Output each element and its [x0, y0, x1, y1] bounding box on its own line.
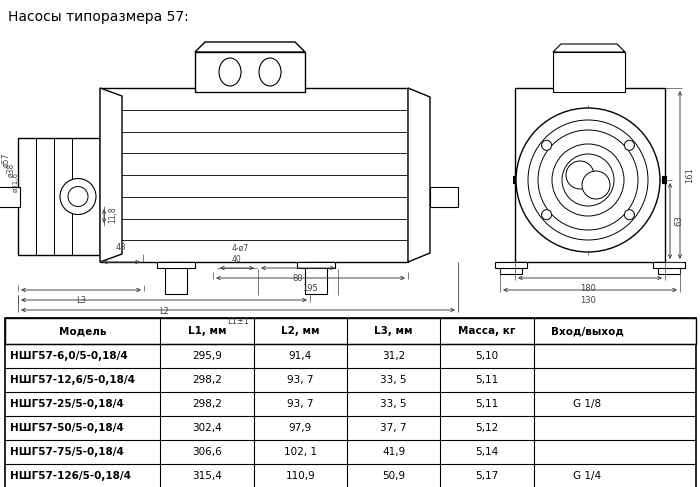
Text: 11,8: 11,8 [108, 206, 117, 224]
Text: 80: 80 [293, 274, 303, 283]
Bar [297, 262, 335, 268]
Text: L3, мм: L3, мм [374, 326, 413, 336]
Text: 41,9: 41,9 [382, 447, 405, 457]
Text: НШГ57-75/5-0,18/4: НШГ57-75/5-0,18/4 [10, 447, 124, 457]
Bar [5, 318, 696, 487]
Circle shape [582, 171, 610, 199]
Text: НШГ57-126/5-0,18/4: НШГ57-126/5-0,18/4 [10, 471, 131, 481]
Circle shape [562, 154, 614, 206]
Text: 50,9: 50,9 [382, 471, 405, 481]
Text: Насосы типоразмера 57:: Насосы типоразмера 57: [8, 10, 189, 24]
Text: 5,12: 5,12 [475, 423, 498, 433]
Bar [0, 187, 20, 206]
Text: 102, 1: 102, 1 [284, 447, 317, 457]
Circle shape [624, 210, 634, 220]
Text: L2: L2 [159, 307, 169, 316]
Circle shape [580, 172, 596, 188]
Text: 110,9: 110,9 [286, 471, 315, 481]
Text: G 1/8: G 1/8 [573, 399, 601, 409]
Bar [157, 262, 195, 268]
Text: 302,4: 302,4 [193, 423, 222, 433]
Ellipse shape [219, 58, 241, 86]
Circle shape [566, 161, 594, 189]
Text: 161: 161 [685, 167, 694, 183]
Text: 91,4: 91,4 [289, 351, 312, 361]
Polygon shape [553, 44, 625, 52]
Text: НШГ57-50/5-0,18/4: НШГ57-50/5-0,18/4 [10, 423, 124, 433]
Bar [515, 88, 665, 262]
Circle shape [585, 177, 591, 183]
Text: 33, 5: 33, 5 [380, 375, 407, 385]
Text: L3: L3 [76, 296, 86, 305]
Circle shape [552, 144, 624, 216]
Text: 93, 7: 93, 7 [287, 399, 314, 409]
Bar [18, 138, 100, 255]
Text: 43: 43 [116, 243, 126, 252]
Text: 40: 40 [232, 255, 242, 264]
Text: 298,2: 298,2 [193, 399, 222, 409]
Text: 5,10: 5,10 [475, 351, 498, 361]
Text: Вход/выход: Вход/выход [551, 326, 624, 336]
Text: 295,9: 295,9 [193, 351, 222, 361]
Circle shape [60, 179, 96, 214]
Bar [500, 262, 522, 274]
Circle shape [68, 187, 88, 206]
Text: 180: 180 [580, 284, 596, 293]
Bar [658, 262, 680, 274]
Polygon shape [408, 88, 430, 262]
Text: 37, 7: 37, 7 [380, 423, 407, 433]
Polygon shape [195, 42, 305, 52]
Bar [553, 52, 625, 92]
Text: 315,4: 315,4 [193, 471, 222, 481]
Text: 31,2: 31,2 [382, 351, 405, 361]
Text: L2, мм: L2, мм [281, 326, 320, 336]
Text: ø38: ø38 [6, 163, 15, 177]
Text: Масса, кг: Масса, кг [458, 326, 516, 336]
Bar [195, 52, 305, 92]
Circle shape [538, 130, 638, 230]
Text: ø31,6: ø31,6 [13, 172, 19, 192]
Text: 33, 5: 33, 5 [380, 399, 407, 409]
Text: 97,9: 97,9 [289, 423, 312, 433]
Circle shape [528, 120, 648, 240]
Bar [5, 318, 696, 344]
Text: 5,11: 5,11 [475, 375, 498, 385]
Text: 5,17: 5,17 [475, 471, 498, 481]
Text: 195: 195 [302, 284, 318, 293]
Circle shape [542, 140, 552, 150]
Bar [165, 262, 187, 294]
Text: ø57: ø57 [1, 153, 10, 167]
Text: 4-ø7: 4-ø7 [232, 244, 248, 253]
Text: 130: 130 [580, 296, 596, 305]
Text: 5,14: 5,14 [475, 447, 498, 457]
Text: НШГ57-6,0/5-0,18/4: НШГ57-6,0/5-0,18/4 [10, 351, 127, 361]
Text: 306,6: 306,6 [193, 447, 222, 457]
Text: L1, мм: L1, мм [188, 326, 226, 336]
Text: Модель: Модель [59, 326, 106, 336]
Bar [305, 262, 327, 294]
Bar [100, 88, 408, 262]
Polygon shape [100, 88, 122, 262]
Text: L1±1: L1±1 [227, 317, 249, 326]
Text: 298,2: 298,2 [193, 375, 222, 385]
Text: НШГ57-12,6/5-0,18/4: НШГ57-12,6/5-0,18/4 [10, 375, 135, 385]
Text: 93, 7: 93, 7 [287, 375, 314, 385]
Ellipse shape [259, 58, 281, 86]
Circle shape [542, 210, 552, 220]
Text: 63: 63 [674, 216, 683, 226]
Bar [430, 187, 458, 206]
Circle shape [516, 108, 660, 252]
Bar [495, 262, 527, 268]
Circle shape [624, 140, 634, 150]
Text: НШГ57-25/5-0,18/4: НШГ57-25/5-0,18/4 [10, 399, 124, 409]
Bar [653, 262, 685, 268]
Text: G 1/4: G 1/4 [573, 471, 601, 481]
Text: 5,11: 5,11 [475, 399, 498, 409]
